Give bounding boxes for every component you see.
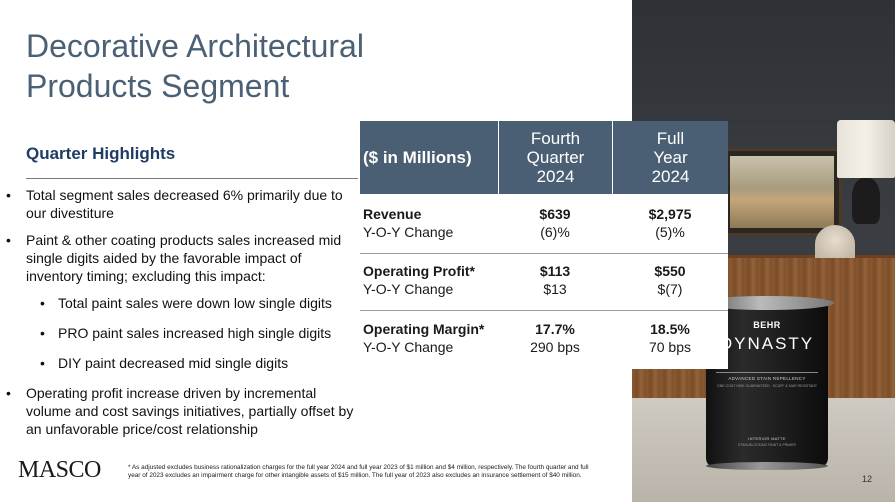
header-q4-line-3: 2024 <box>536 167 575 186</box>
highlight-bullet: Operating profit increase driven by incr… <box>6 384 362 438</box>
row-label: Revenue <box>363 206 422 222</box>
paint-can-rim <box>706 462 828 470</box>
row-divider <box>360 310 728 311</box>
header-q4-line-1: Fourth <box>530 129 581 148</box>
fy-change: (5)% <box>655 224 685 240</box>
q4-value: 17.7% <box>535 321 575 337</box>
fy-change: $(7) <box>657 281 683 297</box>
paint-can-lid <box>700 296 834 310</box>
header-fy-line-2: Year <box>653 148 688 167</box>
paint-can-tagline: ADVANCED STAIN REPELLENCY <box>728 376 806 381</box>
lamp-shade-image <box>837 120 895 178</box>
table-header-fourth-quarter: Fourth Quarter 2024 <box>498 121 612 194</box>
header-q4-line-2: Quarter <box>526 148 585 167</box>
q4-change: 290 bps <box>530 339 580 355</box>
header-fy-line-3: 2024 <box>651 167 690 186</box>
table-header-units: ($ in Millions) <box>360 121 498 194</box>
highlight-sub-bullet: DIY paint decreased mid single digits <box>6 354 362 372</box>
lamp-base-image <box>852 178 880 224</box>
q4-value: $113 <box>539 263 571 279</box>
paint-can-brand: BEHR <box>753 320 781 330</box>
row-label: Operating Margin* <box>363 321 485 337</box>
table-row-operating-margin: Operating Margin* Y-O-Y Change 17.7% 290 b… <box>360 320 728 360</box>
table-header-full-year: Full Year 2024 <box>612 121 728 194</box>
row-sublabel: Y-O-Y Change <box>363 224 454 240</box>
q4-change: (6)% <box>540 224 570 240</box>
slide-title-line-1: Decorative Architectural <box>26 28 364 64</box>
highlight-bullet: Total segment sales decreased 6% primari… <box>6 186 362 222</box>
q4-value: $639 <box>539 206 571 222</box>
quarter-highlights-heading: Quarter Highlights <box>26 144 176 163</box>
fy-change: 70 bps <box>648 339 692 355</box>
header-fy-line-1: Full <box>656 129 685 148</box>
segment-results-table: ($ in Millions) Fourth Quarter 2024 Full… <box>360 121 728 369</box>
footnote: * As adjusted excludes business rational… <box>128 464 589 480</box>
fy-value: 18.5% <box>650 321 690 337</box>
q4-change: $13 <box>543 281 567 297</box>
heading-divider <box>26 178 358 179</box>
table-row-revenue: Revenue Y-O-Y Change $639 (6)% $2,975 (5)% <box>360 205 728 245</box>
row-divider <box>360 253 728 254</box>
highlight-sub-bullet: Total paint sales were down low single d… <box>6 294 362 312</box>
highlight-bullet: Paint & other coating products sales inc… <box>6 231 362 285</box>
paint-can-finish-sub: STAIN-BLOCKING PAINT & PRIMER <box>737 443 797 447</box>
table-row-operating-profit: Operating Profit* Y-O-Y Change $113 $13 $5… <box>360 262 728 302</box>
paint-can-name: DYNASTY <box>719 334 815 353</box>
paint-can-subtagline: ONE-COAT HIDE GUARANTEED · SCUFF & MAR R… <box>717 384 817 388</box>
highlights-list: Total segment sales decreased 6% primari… <box>6 186 362 447</box>
ceramic-vase-image <box>815 225 855 263</box>
slide-title-line-2: Products Segment <box>26 68 290 104</box>
row-sublabel: Y-O-Y Change <box>363 281 454 297</box>
paint-can-divider <box>716 372 818 373</box>
highlight-sub-bullet: PRO paint sales increased high single di… <box>6 324 362 342</box>
row-sublabel: Y-O-Y Change <box>363 339 454 355</box>
fy-value: $550 <box>654 263 686 279</box>
masco-logo: MASCO <box>18 457 101 483</box>
page-number: 12 <box>862 474 873 484</box>
paint-can-finish: INTERIOR MATTE <box>748 436 786 441</box>
slide-title: Decorative Architectural Products Segmen… <box>26 26 466 106</box>
table-header: ($ in Millions) Fourth Quarter 2024 Full… <box>360 121 728 194</box>
fy-value: $2,975 <box>648 206 692 222</box>
framed-painting-image <box>722 148 842 236</box>
row-label: Operating Profit* <box>363 263 476 279</box>
